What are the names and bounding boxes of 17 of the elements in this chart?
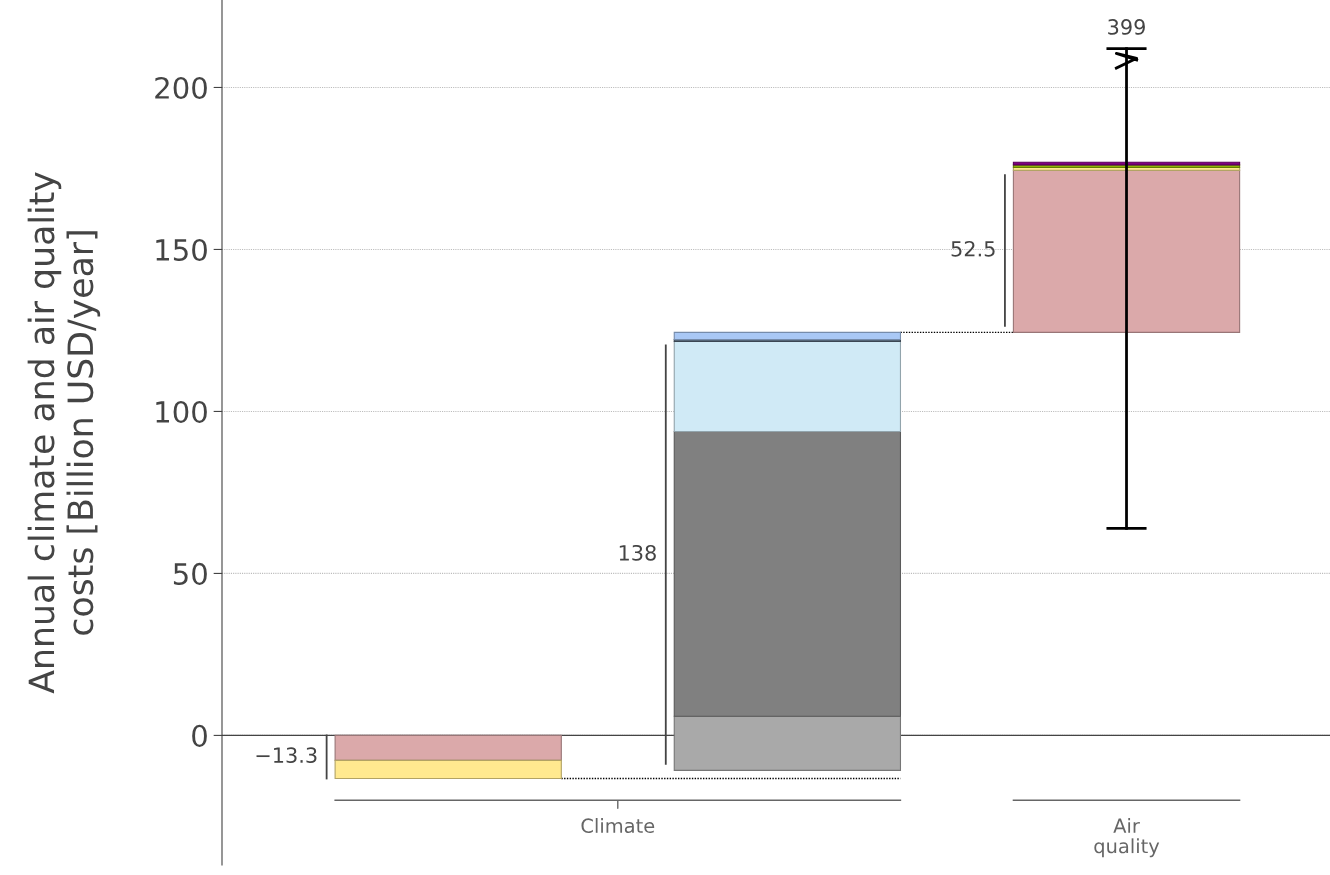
y-tick-label: 200 (155, 76, 207, 99)
y-axis-title: Annual climate and air quality costs [Billion USD/year] (27, 172, 101, 694)
bar (673, 340, 902, 433)
total-label: −13.3 (256, 747, 317, 763)
bar (673, 331, 902, 341)
y-tick-label: 100 (156, 400, 207, 423)
y-tick-label: 0 (192, 724, 207, 747)
y-tick-label: 50 (173, 562, 207, 585)
bar (1012, 169, 1241, 333)
total-label: 138 (619, 544, 656, 561)
y-tick-label: 150 (156, 238, 207, 261)
bar (334, 734, 562, 761)
annotation: 399 (1108, 19, 1145, 35)
annotation: Air quality (1094, 818, 1160, 858)
bar (334, 759, 562, 780)
total-label: 52.5 (951, 240, 995, 257)
annotation: Climate (581, 818, 655, 834)
